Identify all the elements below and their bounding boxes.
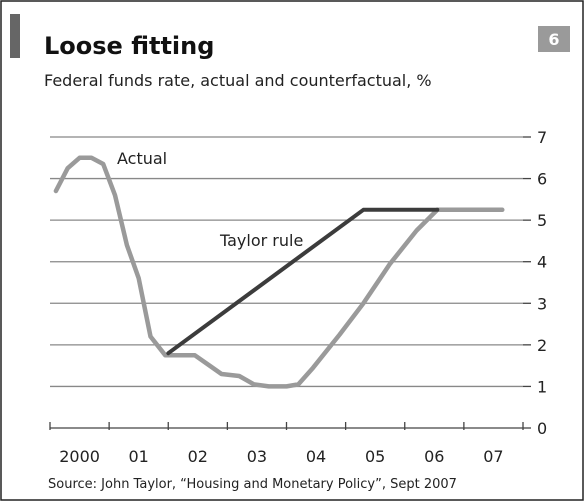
series [53, 155, 505, 389]
y-tick-label-7: 7 [537, 128, 547, 147]
x-tick-label-02: 02 [188, 447, 208, 466]
y-tick-label-6: 6 [537, 170, 547, 189]
series-label-actual: Actual [117, 149, 167, 168]
source-note: Source: John Taylor, “Housing and Moneta… [48, 477, 457, 492]
y-tick-label-3: 3 [537, 294, 547, 313]
chart-subtitle: Federal funds rate, actual and counterfa… [44, 71, 432, 90]
y-tick-label-1: 1 [537, 377, 547, 396]
x-tick-label-03: 03 [247, 447, 267, 466]
x-tick-label-05: 05 [365, 447, 385, 466]
y-tick-label-5: 5 [537, 211, 547, 230]
x-tick-label-2000: 2000 [59, 447, 100, 466]
y-tick-label-0: 0 [537, 419, 547, 438]
x-tick-label-04: 04 [306, 447, 326, 466]
y-axis-tick-labels: 0 1 2 3 4 5 6 7 [523, 128, 547, 438]
chart-number-badge [538, 26, 570, 52]
y-tick-label-4: 4 [537, 253, 547, 272]
series-line-actual [53, 155, 505, 389]
grid [50, 136, 523, 388]
chart-number: 6 [548, 30, 559, 49]
x-axis: 2000 01 02 03 04 05 06 07 [49, 422, 524, 466]
chart-title: Loose fitting [44, 32, 214, 60]
x-tick-label-07: 07 [483, 447, 503, 466]
y-tick-label-2: 2 [537, 336, 547, 355]
series-label-taylor-rule: Taylor rule [219, 231, 303, 250]
x-tick-label-06: 06 [424, 447, 444, 466]
accent-bar [10, 14, 20, 58]
series-line-taylor-rule [166, 207, 440, 356]
x-tick-label-01: 01 [129, 447, 149, 466]
